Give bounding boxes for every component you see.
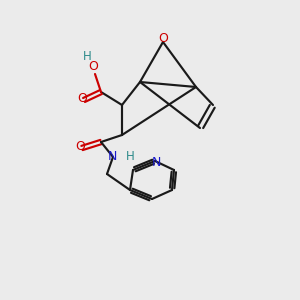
Text: O: O: [75, 140, 85, 154]
Text: H: H: [126, 151, 134, 164]
Text: N: N: [151, 157, 161, 169]
Text: H: H: [82, 50, 91, 62]
Text: O: O: [158, 32, 168, 44]
Text: N: N: [107, 151, 117, 164]
Text: O: O: [88, 59, 98, 73]
Text: O: O: [77, 92, 87, 104]
